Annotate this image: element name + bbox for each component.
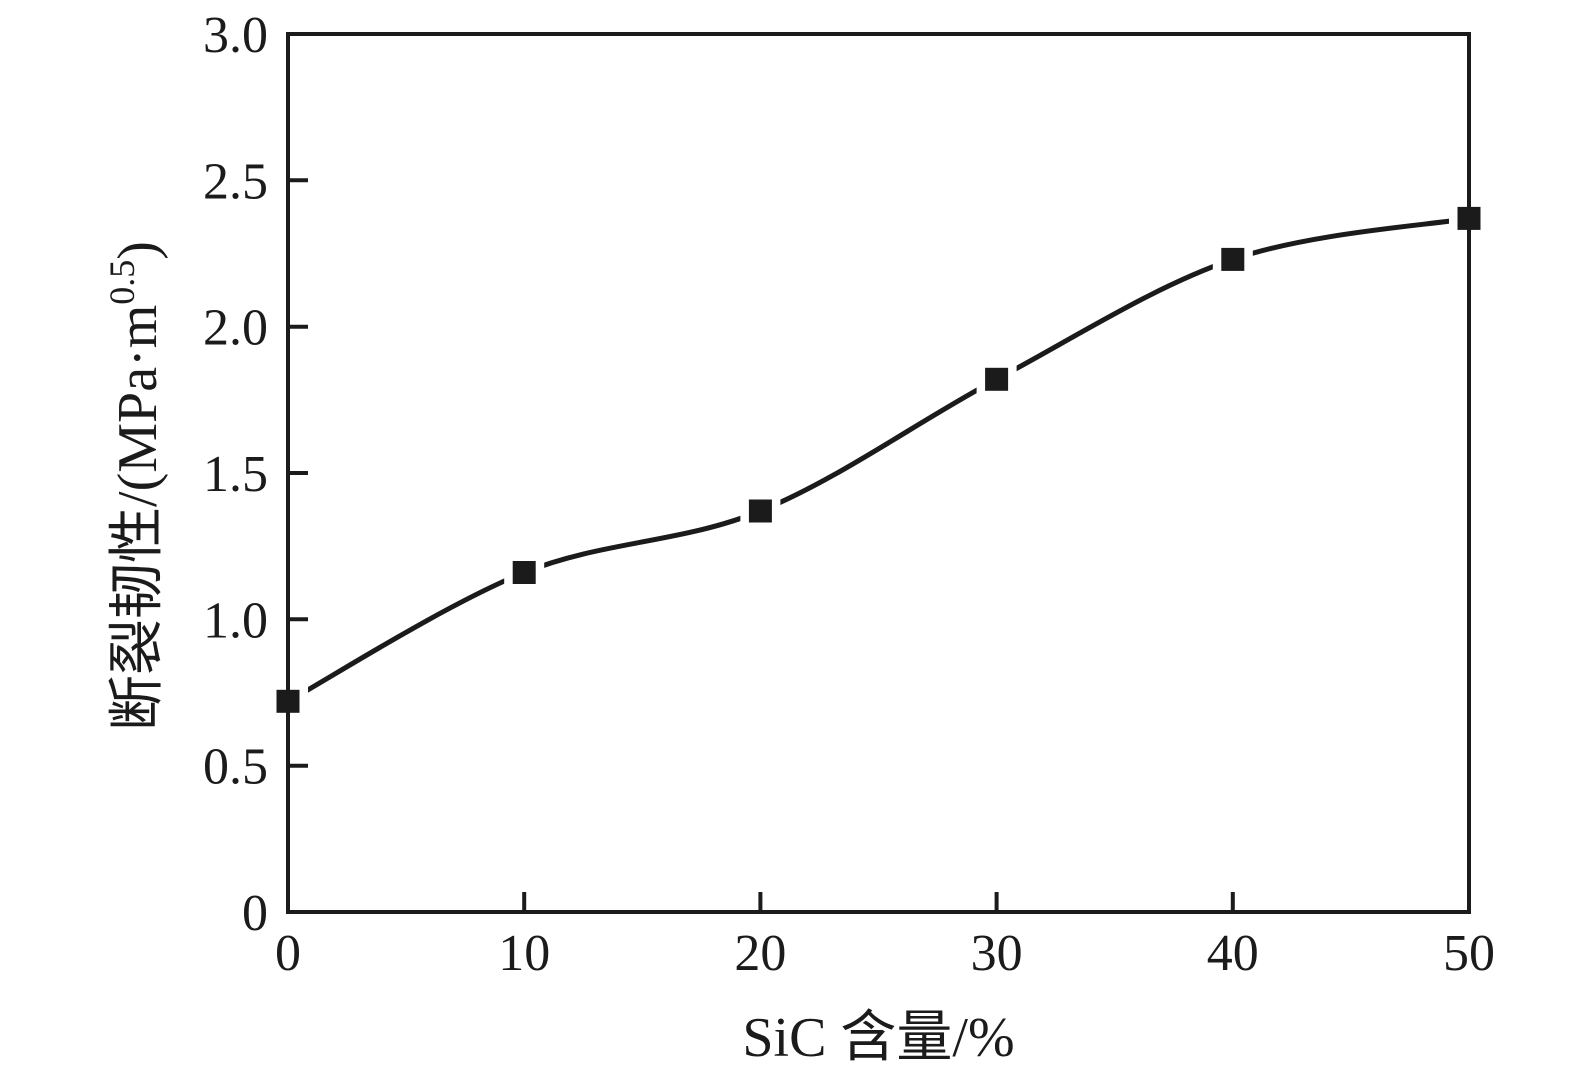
y-tick-label: 1.5	[203, 446, 268, 503]
data-point-marker	[1457, 206, 1481, 230]
y-tick-label: 1.0	[203, 592, 268, 649]
data-point-marker	[276, 689, 300, 713]
y-tick-label: 2.0	[203, 300, 268, 357]
data-point-marker	[1221, 247, 1245, 271]
plot-border	[286, 32, 1471, 914]
x-tick-label: 30	[971, 925, 1023, 982]
x-tick-label: 0	[275, 925, 301, 982]
curve-path	[285, 215, 1472, 704]
y-tick-label: 2.5	[203, 153, 268, 210]
data-point-marker	[985, 367, 1009, 391]
x-tick-label: 10	[498, 925, 550, 982]
y-axis-title: 断裂韧性/(MPa·m0.5)	[102, 241, 169, 731]
x-tick-label: 50	[1443, 925, 1495, 982]
y-tick-label: 3.0	[203, 7, 268, 64]
y-tick-label: 0.5	[203, 739, 268, 796]
y-tick-label: 0	[242, 885, 268, 942]
x-tick-label: 40	[1207, 925, 1259, 982]
data-point-marker	[748, 499, 772, 523]
x-tick-label: 20	[734, 925, 786, 982]
data-point-marker	[512, 561, 536, 584]
x-axis-title: SiC 含量/%	[742, 1007, 1014, 1069]
